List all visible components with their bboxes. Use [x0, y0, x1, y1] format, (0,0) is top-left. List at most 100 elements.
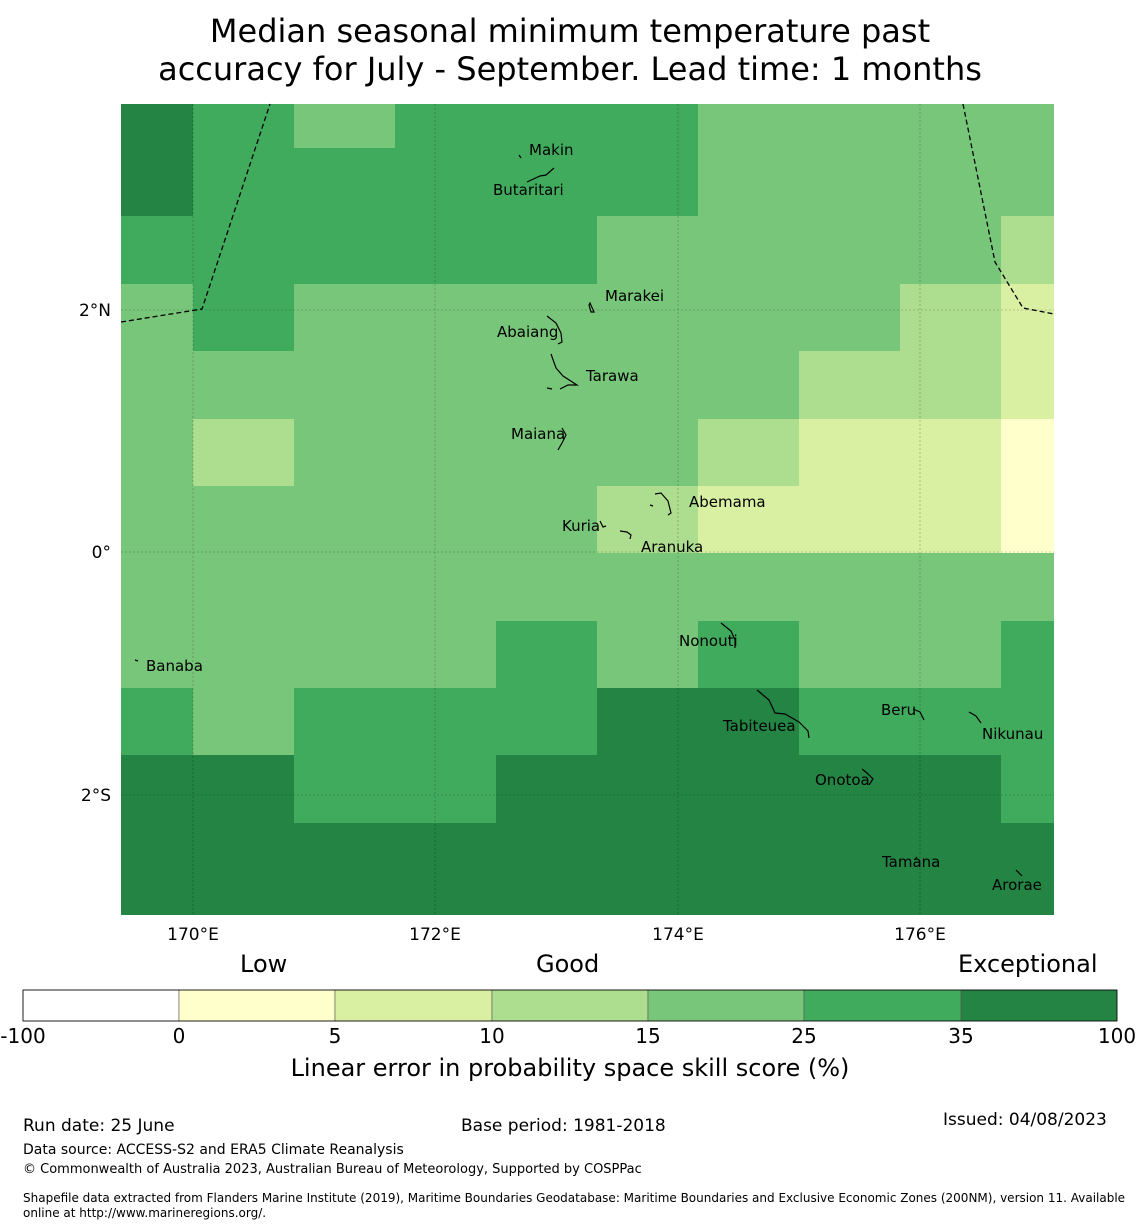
place-label-butaritari: Butaritari [493, 181, 564, 199]
colorbar-tick-label: -100 [0, 1024, 46, 1048]
island-tabiteuea [756, 689, 810, 739]
place-label-banaba: Banaba [146, 657, 203, 675]
eez-boundary-west [120, 103, 271, 323]
grid-cell [121, 755, 294, 823]
place-label-makin: Makin [529, 141, 574, 159]
longitude-tick-label: 176°E [894, 925, 946, 945]
colorbar-segment [334, 989, 493, 1022]
grid-cell [193, 216, 597, 284]
place-label-kuria: Kuria [562, 517, 600, 535]
island-aranuka [619, 530, 632, 540]
grid-cell [121, 216, 193, 284]
colorbar-segment [960, 989, 1118, 1022]
colorbar-tick-label: 25 [791, 1024, 817, 1048]
grid-cell [1001, 351, 1054, 419]
grid-cell [193, 104, 294, 216]
grid-cell [294, 688, 597, 755]
island-onotoa [861, 768, 874, 786]
grid-cell [496, 621, 597, 688]
grid-cell [597, 486, 698, 553]
place-label-arorae: Arorae [992, 876, 1042, 894]
colorbar-segment [491, 989, 649, 1022]
island-outlines [134, 154, 1023, 877]
latitude-tick-label: 0° [92, 543, 111, 563]
grid-cell [799, 621, 1001, 688]
place-label-abaiang: Abaiang [497, 323, 558, 341]
copyright-notice: © Commonwealth of Australia 2023, Austra… [23, 1162, 642, 1177]
chart-title-line-1: Median seasonal minimum temperature past [209, 12, 931, 50]
longitude-tick-label: 172°E [409, 925, 461, 945]
grid-cell [1001, 419, 1054, 486]
colorbar-segment [22, 989, 180, 1022]
place-label-tarawa: Tarawa [585, 367, 639, 385]
colorbar-tick-label: 0 [172, 1024, 186, 1048]
grid-cell [799, 351, 1001, 419]
place-label-marakei: Marakei [605, 287, 664, 305]
island-abaiang [546, 315, 563, 345]
island-beru [912, 708, 925, 721]
grid-cell [121, 419, 193, 486]
grid-cell [121, 553, 1054, 621]
grid-cell [698, 621, 799, 688]
grid-cell [698, 419, 799, 486]
island-nonouti [720, 622, 736, 648]
eez-boundaries [120, 103, 1055, 323]
colorbar-frame [22, 989, 1118, 1022]
place-label-abemama: Abemama [689, 493, 766, 511]
grid-cell [193, 419, 294, 486]
grid-cell [294, 755, 496, 823]
place-label-tabiteuea: Tabiteuea [722, 717, 796, 735]
colorbar-segment [178, 989, 336, 1022]
colorbar-tick-label: 5 [328, 1024, 342, 1048]
island-makin [518, 154, 522, 159]
graticule [121, 104, 1054, 915]
grid-cell [121, 621, 496, 688]
grid-cell [294, 419, 698, 486]
colorbar-segment [647, 989, 805, 1022]
grid-cell [121, 351, 799, 419]
colorbar-word-good: Good [536, 950, 600, 978]
data-source: Data source: ACCESS-S2 and ERA5 Climate … [23, 1142, 404, 1158]
longitude-tick-labels: 170°E 172°E 174°E 176°E [167, 925, 946, 945]
grid-cell [294, 148, 395, 216]
place-labels: Makin Butaritari Marakei Abaiang Tarawa Maian… [146, 141, 1043, 894]
place-label-nonouti: Nonouti [679, 632, 738, 650]
place-label-onotoa: Onotoa [815, 771, 870, 789]
grid-cell [121, 688, 193, 755]
issued-date: Issued: 04/08/2023 [943, 1110, 1107, 1130]
island-nikunau [968, 711, 982, 724]
longitude-tick-label: 174°E [652, 925, 704, 945]
grid-cell [1001, 621, 1054, 688]
island-tarawa [550, 353, 580, 390]
island-maiana [557, 427, 567, 451]
grid-cell [193, 284, 294, 351]
grid-cell [1001, 284, 1054, 351]
grid-cell [1001, 755, 1054, 823]
island-banaba [134, 659, 139, 662]
island-marakei [588, 301, 595, 313]
place-label-maiana: Maiana [511, 425, 565, 443]
chart-title-line-2: accuracy for July - September. Lead time… [158, 50, 982, 88]
colorbar-word-exceptional: Exceptional [958, 950, 1098, 978]
latitude-tick-label: 2°S [81, 786, 111, 806]
grid-cell [597, 216, 1001, 284]
grid-cell [1001, 486, 1054, 553]
grid-cell [121, 284, 193, 351]
colorbar [22, 989, 1118, 1022]
colorbar-title: Linear error in probability space skill … [290, 1054, 850, 1082]
colorbar-segment [803, 989, 962, 1022]
island-abemama [654, 492, 672, 516]
colorbar-tick-label: 100 [1097, 1024, 1137, 1048]
island-butaritari [526, 167, 555, 183]
grid-cell [799, 688, 1054, 755]
colorbar-tick-label: 15 [635, 1024, 661, 1048]
grid-cell [294, 284, 900, 351]
grid-cell [121, 486, 597, 553]
place-label-beru: Beru [881, 701, 916, 719]
grid-cell [799, 419, 1001, 486]
longitude-tick-label: 170°E [167, 925, 219, 945]
run-date: Run date: 25 June [23, 1116, 175, 1136]
skill-grid [121, 104, 1054, 915]
place-label-nikunau: Nikunau [982, 725, 1043, 743]
